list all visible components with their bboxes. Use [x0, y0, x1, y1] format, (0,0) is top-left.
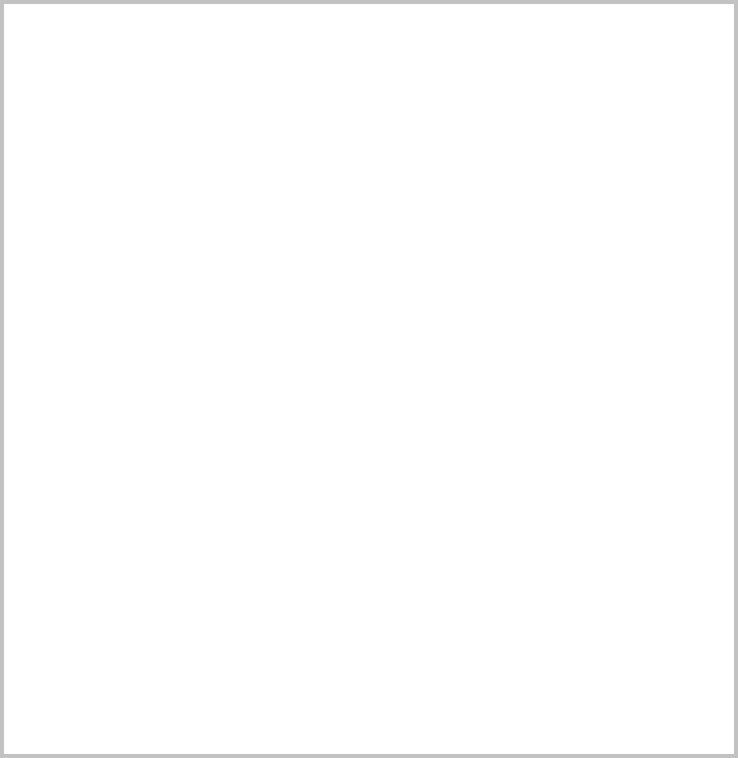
- plot-canvas: [0, 0, 738, 758]
- lma-figure: [0, 0, 738, 758]
